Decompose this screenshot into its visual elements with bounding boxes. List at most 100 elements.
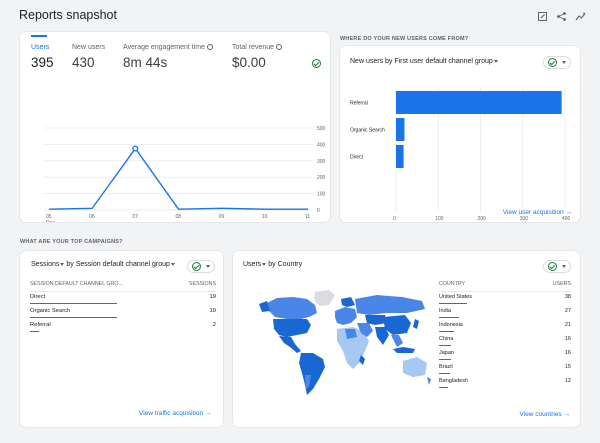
country-row[interactable]: Brazil 15 xyxy=(439,362,571,376)
map-region-southeast-asia xyxy=(391,335,403,347)
metric-label: New users xyxy=(72,44,106,51)
page-header: Reports snapshot xyxy=(0,0,600,30)
y-tick-label: 0 xyxy=(317,208,320,214)
new-users-bar-chart: 0 100 200 300 400 Referral Organic Search Direc… xyxy=(350,88,571,222)
country-card: Users by Country xyxy=(232,250,581,428)
view-countries-link[interactable]: View countries → xyxy=(520,411,570,418)
compare-dropdown[interactable] xyxy=(543,56,571,69)
column-header-sessions[interactable]: SESSIONS xyxy=(188,281,216,287)
users-value: 16 xyxy=(564,336,571,342)
active-tab-indicator xyxy=(31,35,47,37)
chevron-down-icon[interactable] xyxy=(170,262,175,266)
check-circle-icon[interactable] xyxy=(312,59,321,68)
map-region-new-zealand xyxy=(427,377,431,385)
share-bar xyxy=(439,372,450,374)
x-tick-label: 07 xyxy=(132,214,138,220)
series-line xyxy=(48,147,308,210)
new-users-card: New users by First user default channel … xyxy=(339,45,581,223)
country-row[interactable]: Bangladesh 12 xyxy=(439,376,571,390)
share-bar xyxy=(30,302,118,304)
column-header-country[interactable]: COUNTRY xyxy=(439,281,466,287)
map-region-middle-east xyxy=(357,323,373,337)
country-name: Japan xyxy=(439,350,454,356)
chevron-down-icon[interactable] xyxy=(60,262,65,266)
users-value: 21 xyxy=(564,322,571,328)
compare-dropdown[interactable] xyxy=(543,260,571,273)
users-value: 38 xyxy=(564,294,571,300)
map-region-europe xyxy=(335,307,357,325)
card-title[interactable]: New users by First user default channel … xyxy=(350,58,498,65)
table-header: SESSION DEFAULT CHANNEL GRO... SESSIONS xyxy=(30,278,216,291)
compare-dropdown[interactable] xyxy=(187,260,215,273)
card-title[interactable]: Sessions by Session default channel group xyxy=(31,261,175,268)
section-heading-new-users: WHERE DO YOUR NEW USERS COME FROM? xyxy=(340,36,469,42)
x-tick-label: 200 xyxy=(478,216,487,222)
column-header-channel[interactable]: SESSION DEFAULT CHANNEL GRO... xyxy=(30,281,123,287)
country-name: United States xyxy=(439,294,473,300)
map-region-madagascar xyxy=(359,355,365,365)
metric-tab-new-users[interactable]: New users 430 xyxy=(72,44,105,70)
country-table-header: COUNTRY USERS xyxy=(439,279,571,293)
map-region-canada xyxy=(267,297,317,319)
country-name: Indonesia xyxy=(439,322,463,328)
y-tick-label: 300 xyxy=(317,159,326,165)
category-label: Direct xyxy=(350,155,364,161)
chevron-down-icon xyxy=(562,61,566,64)
x-tick-label: 05 xyxy=(46,214,52,220)
x-tick-label: 400 xyxy=(562,216,571,222)
arrow-right-icon: → xyxy=(204,410,212,417)
table-row[interactable]: Direct 19 xyxy=(30,291,216,304)
share-bar xyxy=(439,302,467,304)
view-user-acquisition-link[interactable]: View user acquisition → xyxy=(503,209,572,216)
check-circle-icon xyxy=(192,262,201,271)
metric-value: 395 xyxy=(31,55,54,70)
info-icon[interactable] xyxy=(276,44,283,51)
category-label: Organic Search xyxy=(350,128,385,134)
map-region-usa xyxy=(273,319,311,337)
column-header-users[interactable]: USERS xyxy=(552,281,571,287)
view-traffic-acquisition-link[interactable]: View traffic acquisition → xyxy=(139,410,211,417)
country-row[interactable]: Japan 16 xyxy=(439,348,571,362)
map-region-russia xyxy=(355,295,425,315)
card-title-text: New users by First user default channel … xyxy=(350,58,493,65)
y-tick-label: 200 xyxy=(317,175,326,181)
info-icon[interactable] xyxy=(206,44,213,51)
link-text: View user acquisition xyxy=(502,209,564,216)
page-title: Reports snapshot xyxy=(19,8,117,22)
metric-value: 430 xyxy=(72,55,95,70)
users-value: 27 xyxy=(564,308,571,314)
country-row[interactable]: Indonesia 21 xyxy=(439,320,571,334)
chevron-down-icon xyxy=(562,265,566,268)
metric-tab-engagement-time[interactable]: Average engagement time 8m 44s xyxy=(123,44,213,70)
share-bar xyxy=(439,316,459,318)
arrow-right-icon: → xyxy=(565,209,573,216)
edit-icon[interactable] xyxy=(537,9,548,21)
country-name: Bangladesh xyxy=(439,378,469,384)
share-bar xyxy=(439,330,455,332)
table-row[interactable]: Organic Search 19 xyxy=(30,305,216,318)
country-row[interactable]: United States 38 xyxy=(439,292,571,306)
country-row[interactable]: China 16 xyxy=(439,334,571,348)
map-region-greenland xyxy=(314,290,335,306)
divider xyxy=(30,291,216,292)
card-title-metric: Users xyxy=(243,261,262,268)
world-choropleth-map[interactable] xyxy=(257,289,432,401)
card-title-metric: Sessions xyxy=(31,261,60,268)
map-region-indonesia xyxy=(393,347,415,353)
chevron-down-icon[interactable] xyxy=(493,59,498,63)
arrow-right-icon: → xyxy=(563,411,571,418)
table-row[interactable]: Referral 2 xyxy=(30,319,216,332)
card-title[interactable]: Users by Country xyxy=(243,261,302,268)
insights-icon[interactable] xyxy=(575,9,586,21)
x-tick-label: 11 xyxy=(305,214,310,220)
country-name: India xyxy=(439,308,451,314)
map-region-alaska xyxy=(259,301,270,312)
metric-tab-total-revenue[interactable]: Total revenue $0.00 xyxy=(232,44,283,70)
share-icon[interactable] xyxy=(556,9,567,21)
sessions-value: 19 xyxy=(209,308,216,314)
country-row[interactable]: India 27 xyxy=(439,306,571,320)
share-bar xyxy=(439,344,451,346)
section-heading-campaigns: WHAT ARE YOUR TOP CAMPAIGNS? xyxy=(20,239,123,245)
chevron-down-icon[interactable] xyxy=(262,262,267,266)
metric-tab-users[interactable]: Users 395 xyxy=(31,44,54,70)
